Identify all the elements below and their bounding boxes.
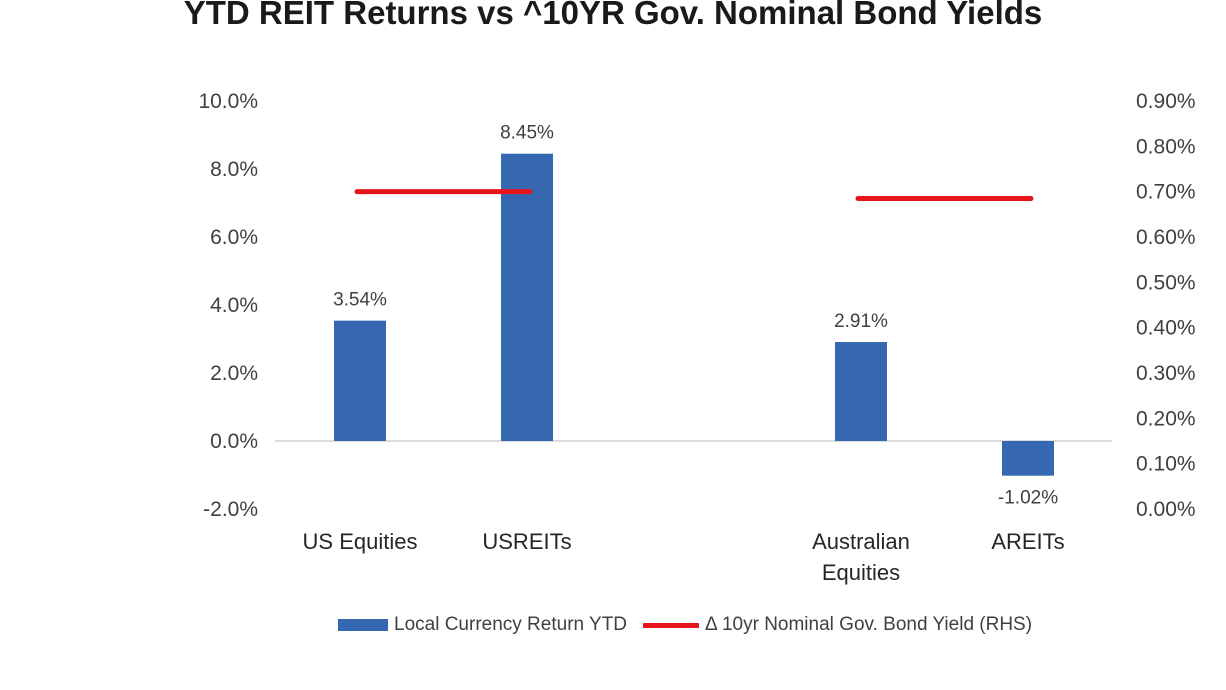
- x-category-label: USREITs: [482, 529, 571, 554]
- legend-item-bar: Local Currency Return YTD: [338, 614, 627, 636]
- x-category-label: Australian: [812, 529, 910, 554]
- x-category-label: US Equities: [303, 529, 418, 554]
- bar-data-label: 2.91%: [834, 311, 888, 332]
- chart-title: YTD REIT Returns vs ^10YR Gov. Nominal B…: [183, 0, 1043, 31]
- legend-bar-label: Local Currency Return YTD: [394, 614, 628, 635]
- bar: [334, 320, 386, 441]
- bar: [1002, 441, 1054, 476]
- legend-item-line: Δ 10yr Nominal Gov. Bond Yield (RHS): [643, 614, 1032, 636]
- y-right-tick-label: 0.00%: [1136, 498, 1196, 521]
- y-right-tick-label: 0.30%: [1136, 362, 1196, 385]
- legend-line-swatch: [643, 622, 700, 628]
- y-left-tick-label: 0.0%: [210, 430, 258, 453]
- y-right-tick-label: 0.80%: [1136, 135, 1196, 158]
- y-right-tick-label: 0.20%: [1136, 407, 1196, 430]
- y-left-tick-label: 2.0%: [210, 362, 258, 385]
- y-left-tick-label: 4.0%: [210, 294, 258, 317]
- chart-legend: Local Currency Return YTD Δ 10yr Nominal…: [338, 614, 1048, 636]
- bar: [501, 153, 553, 441]
- y-left-tick-label: -2.0%: [203, 498, 258, 521]
- legend-bar-swatch: [338, 619, 388, 631]
- y-right-tick-label: 0.90%: [1136, 90, 1196, 113]
- y-right-tick-label: 0.40%: [1136, 317, 1196, 340]
- x-category-label: Equities: [822, 560, 900, 585]
- y-right-tick-label: 0.50%: [1136, 271, 1196, 294]
- y-left-tick-label: 8.0%: [210, 158, 258, 181]
- legend-line-label: Δ 10yr Nominal Gov. Bond Yield (RHS): [705, 614, 1033, 635]
- bar-data-label: -1.02%: [998, 488, 1058, 509]
- x-category-label: AREITs: [991, 529, 1064, 554]
- y-right-tick-label: 0.70%: [1136, 181, 1196, 204]
- bar-data-label: 3.54%: [333, 290, 387, 311]
- y-left-tick-label: 10.0%: [198, 90, 258, 113]
- bar-data-label: 8.45%: [500, 123, 554, 144]
- y-left-tick-label: 6.0%: [210, 226, 258, 249]
- y-right-tick-label: 0.60%: [1136, 226, 1196, 249]
- y-right-tick-label: 0.10%: [1136, 453, 1196, 476]
- bar: [835, 342, 887, 441]
